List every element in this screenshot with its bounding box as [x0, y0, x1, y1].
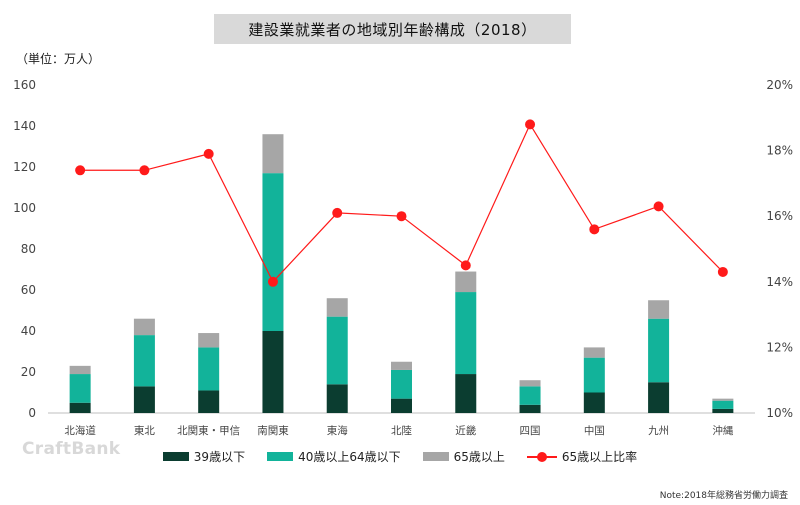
x-tick-label: 沖縄 [712, 424, 733, 437]
y2-tick-label: 16% [766, 209, 793, 223]
ratio-point [396, 211, 407, 222]
y-tick-label: 0 [28, 406, 36, 420]
legend-swatch-under39 [162, 452, 189, 461]
legend-item-over65: 65歳以上 [422, 448, 505, 465]
ratio-point [460, 260, 471, 271]
y-tick-label: 80 [21, 242, 36, 256]
x-tick-label: 南関東 [257, 424, 289, 437]
y-tick-label: 120 [13, 160, 36, 174]
chart-title: 建設業就業者の地域別年齢構成（2018） [214, 14, 571, 44]
legend-swatch-40to64 [267, 452, 294, 461]
bar-over65 [519, 380, 541, 387]
source-note: Note:2018年総務省労働力調査 [659, 491, 788, 501]
legend-item-ratio: 65歳以上比率 [526, 448, 638, 465]
bar-under39 [455, 374, 477, 413]
y2-tick-label: 14% [766, 275, 793, 289]
x-tick-label: 近畿 [455, 424, 476, 437]
x-tick-label: 北陸 [391, 424, 412, 437]
bar-under39 [262, 331, 284, 413]
ratio-point [525, 119, 536, 130]
y-tick-label: 40 [21, 324, 36, 338]
y-tick-label: 20 [21, 365, 36, 379]
bar-40to64 [133, 335, 155, 387]
bar-40to64 [648, 318, 670, 383]
bar-over65 [583, 347, 605, 358]
x-tick-label: 北海道 [64, 424, 96, 437]
y-tick-label: 160 [13, 78, 36, 92]
ratio-point [717, 266, 728, 277]
unit-label: （単位：万人） [16, 52, 101, 66]
labels-group: 0 20 40 60 80 100 120 140 160 10% 12% 14% 16% 18% 20% 北… [13, 78, 793, 437]
legend-item-40to64: 40歳以上64歳以下 [267, 448, 401, 465]
x-tick-label: 東北 [134, 424, 155, 437]
bar-40to64 [583, 357, 605, 393]
y2-tick-label: 20% [766, 78, 793, 92]
ratio-line [80, 123, 724, 283]
x-tick-label: 東海 [327, 424, 348, 437]
x-tick-label: 中国 [584, 424, 605, 437]
ratio-point [139, 165, 150, 176]
y2-tick-label: 10% [766, 406, 793, 420]
bar-over65 [69, 365, 91, 375]
bar-under39 [198, 390, 220, 413]
ratio-point [332, 207, 343, 218]
ratio-point [203, 148, 214, 159]
bar-40to64 [455, 292, 477, 375]
bar-40to64 [262, 173, 284, 331]
legend-swatch-ratio [526, 451, 557, 462]
bar-under39 [69, 402, 91, 413]
bar-40to64 [712, 400, 734, 409]
bar-40to64 [69, 374, 91, 403]
ratio-point [589, 224, 600, 235]
bar-over65 [133, 318, 155, 336]
y-tick-label: 100 [13, 201, 36, 215]
bar-40to64 [198, 347, 220, 391]
y2-tick-label: 12% [766, 340, 793, 354]
bar-over65 [198, 333, 220, 348]
bar-under39 [326, 384, 348, 413]
bar-under39 [583, 392, 605, 413]
bar-40to64 [519, 386, 541, 405]
legend-label-over65: 65歳以上 [453, 450, 505, 464]
bar-over65 [648, 300, 670, 319]
legend-label-under39: 39歳以下 [193, 450, 246, 464]
bars-group [69, 134, 734, 413]
ratio-point [75, 165, 86, 176]
y-tick-label: 60 [21, 283, 36, 297]
bar-under39 [519, 404, 541, 413]
x-tick-label: 四国 [520, 425, 541, 437]
legend-label-ratio: 65歳以上比率 [561, 450, 638, 464]
legend: 39歳以下 40歳以上64歳以下 65歳以上 65歳以上比率 [0, 448, 800, 465]
ratio-point [653, 201, 664, 212]
bar-under39 [648, 382, 670, 413]
ratio-point [267, 276, 278, 287]
bar-over65 [326, 298, 348, 317]
y-tick-label: 140 [13, 119, 36, 133]
legend-item-under39: 39歳以下 [162, 448, 246, 465]
ratio-line-group [75, 119, 728, 287]
bar-over65 [712, 398, 734, 401]
x-tick-label: 九州 [648, 425, 669, 437]
legend-swatch-over65 [422, 452, 449, 461]
legend-label-40to64: 40歳以上64歳以下 [298, 450, 401, 464]
y2-tick-label: 18% [766, 144, 793, 158]
bar-under39 [133, 386, 155, 413]
bar-over65 [391, 361, 412, 370]
watermark-logo: CraftBank [22, 439, 121, 459]
bar-over65 [455, 271, 477, 293]
bar-40to64 [326, 316, 348, 385]
bar-over65 [262, 134, 284, 174]
x-tick-label: 北関東・甲信 [177, 424, 240, 437]
bar-40to64 [391, 369, 412, 399]
chart-title-text: 建設業就業者の地域別年齢構成（2018） [248, 20, 537, 39]
bar-under39 [391, 398, 412, 413]
bar-under39 [712, 408, 734, 413]
